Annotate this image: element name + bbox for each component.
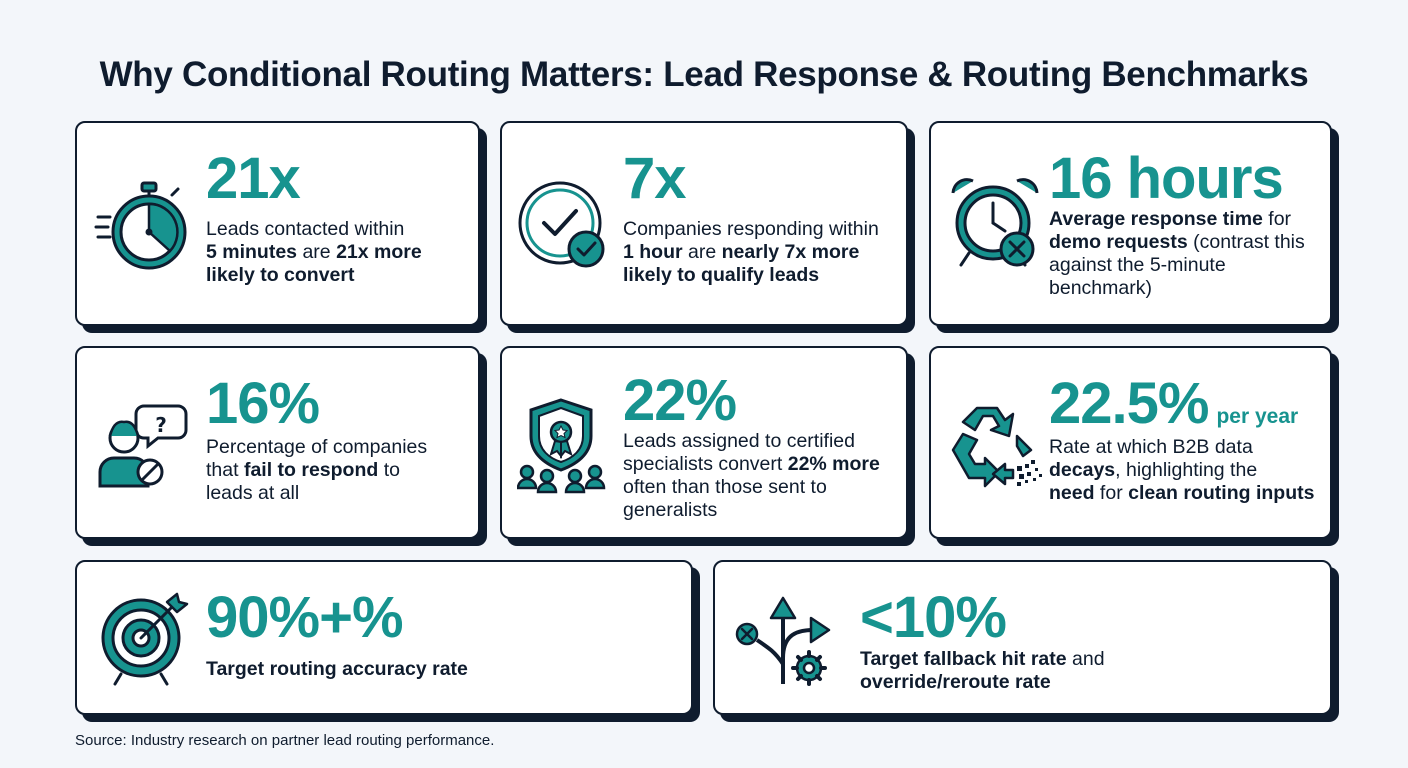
description-segment: generalists — [623, 499, 718, 521]
stat-card-16-hours: 16 hours Average response time for demo r… — [929, 121, 1332, 326]
stat-card-under-10-percent: <10% Target fallback hit rate and overrid… — [713, 560, 1332, 715]
stat-value: 16% — [206, 371, 320, 436]
stat-card-22-percent: 22% Leads assigned to certified specialis… — [500, 346, 908, 539]
description-segment: and — [1066, 648, 1105, 670]
description-segment: demo requests — [1049, 231, 1188, 253]
description-segment: 22% more — [787, 453, 880, 475]
description-segment: likely to qualify leads — [623, 264, 820, 286]
description-segment: for — [1262, 208, 1292, 230]
certified-shield-team-icon — [517, 398, 606, 494]
recycle-decay-icon — [951, 406, 1042, 488]
description-segment: likely to convert — [206, 264, 355, 286]
stat-value: <10% — [860, 585, 1007, 650]
stat-description: Target fallback hit rate and override/rer… — [860, 648, 1105, 694]
description-segment: nearly 7x more — [721, 241, 860, 263]
stat-value: 22% — [623, 368, 737, 433]
description-segment: specialists convert — [623, 453, 788, 475]
description-segment: Leads assigned to certified — [623, 430, 855, 452]
branching-arrows-gear-icon — [735, 596, 831, 686]
description-segment: leads at all — [206, 482, 300, 504]
stat-value: 21x — [206, 146, 301, 211]
stat-description: Percentage of companies that fail to resp… — [206, 436, 427, 505]
description-segment: Target routing accuracy rate — [206, 658, 468, 680]
svg-text:?: ? — [155, 413, 167, 437]
description-segment: Leads contacted within — [206, 218, 405, 240]
clock-check-icon — [518, 181, 605, 268]
description-segment: to — [378, 459, 400, 481]
description-segment: Average response time — [1049, 208, 1263, 230]
description-segment: fail to respond — [243, 459, 379, 481]
source-note: Source: Industry research on partner lea… — [75, 732, 495, 749]
stat-description: Leads assigned to certified specialists c… — [623, 430, 880, 522]
stat-card-22-5-percent: 22.5% per year Rate at which B2B data deca… — [929, 346, 1332, 539]
description-segment: Companies responding within — [623, 218, 879, 240]
stat-card-90-percent: 90%+% Target routing accuracy rate — [75, 560, 693, 715]
stat-value-suffix: per year — [1216, 405, 1299, 428]
description-segment: , highlighting the — [1115, 459, 1258, 481]
description-segment: clean routing inputs — [1128, 482, 1315, 504]
target-arrow-icon — [101, 592, 189, 686]
page-title: Why Conditional Routing Matters: Lead Re… — [99, 55, 1309, 94]
stat-value-number: 22.5% — [1049, 371, 1209, 436]
description-segment: decays — [1049, 459, 1116, 481]
description-segment: need — [1049, 482, 1095, 504]
description-segment: for — [1094, 482, 1129, 504]
stat-description: Leads contacted within 5 minutes are 21x … — [206, 218, 422, 287]
stat-value: 7x — [623, 146, 687, 211]
description-segment: are — [682, 241, 722, 263]
description-segment: are — [297, 241, 337, 263]
stopwatch-icon — [94, 181, 187, 270]
description-segment: Rate at which B2B data — [1049, 436, 1253, 458]
description-segment: Target fallback hit rate — [860, 648, 1067, 670]
description-segment: 21x more — [336, 241, 422, 263]
person-question-icon: ? — [98, 404, 188, 488]
description-segment: that — [206, 459, 244, 481]
stat-description: Target routing accuracy rate — [206, 658, 468, 681]
description-segment: Percentage of companies — [206, 436, 428, 458]
stat-card-21x: 21x Leads contacted within 5 minutes are … — [75, 121, 480, 326]
description-segment: (contrast this — [1187, 231, 1305, 253]
description-segment: override/reroute rate — [860, 671, 1051, 693]
stat-value: 22.5% per year — [1049, 375, 1298, 433]
description-segment: often than those sent to — [623, 476, 827, 498]
stat-value: 16 hours — [1049, 146, 1284, 211]
description-segment: against the 5-minute — [1049, 254, 1226, 276]
stat-value: 90%+% — [206, 585, 404, 650]
stat-description: Rate at which B2B data decays, highlighti… — [1049, 436, 1314, 505]
description-segment: benchmark) — [1049, 277, 1152, 299]
description-segment: 5 minutes — [206, 241, 298, 263]
stat-card-7x: 7x Companies responding within 1 hour are… — [500, 121, 908, 326]
alarm-clock-x-icon — [951, 178, 1039, 267]
stat-description: Companies responding within 1 hour are ne… — [623, 218, 879, 287]
stat-description: Average response time for demo requests (… — [1049, 208, 1305, 300]
stat-card-16-percent: ? 16% Percentage of companies that fail t… — [75, 346, 480, 539]
description-segment: 1 hour — [623, 241, 683, 263]
